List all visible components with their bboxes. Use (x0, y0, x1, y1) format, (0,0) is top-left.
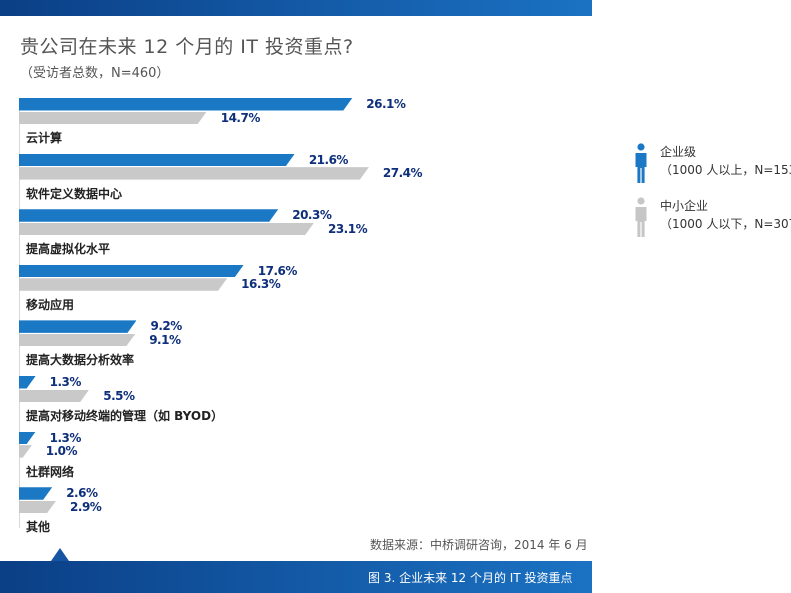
data-label: 27.4% (382, 166, 423, 181)
legend-sublabel: （1000 人以上，N=153） (660, 163, 791, 177)
bar-enterprise (19, 265, 244, 278)
bar-enterprise (19, 432, 36, 445)
person-body (635, 207, 647, 237)
category-label: 提高大数据分析效率 (26, 353, 135, 368)
bar-enterprise (19, 487, 52, 500)
chart-subtitle: （受访者总数，N=460） (20, 66, 170, 81)
bar-enterprise (19, 98, 352, 111)
person-head (637, 197, 645, 205)
category-label: 云计算 (26, 131, 63, 145)
data-label: 26.1% (366, 97, 406, 111)
category-label: 社群网络 (26, 464, 75, 479)
bar-smb (19, 390, 89, 403)
data-label: 16.3% (241, 277, 281, 292)
chart-title: 贵公司在未来 12 个月的 IT 投资重点? (20, 36, 354, 58)
data-label: 17.6% (257, 263, 298, 278)
data-label: 1.0% (45, 444, 78, 459)
data-label: 1.3% (49, 430, 82, 445)
data-label: 2.6% (66, 486, 98, 501)
figure-caption: 图 3. 企业未来 12 个月的 IT 投资重点 (368, 571, 573, 585)
category-label: 软件定义数据中心 (26, 186, 123, 201)
footer-notch (51, 548, 69, 561)
bar-smb (19, 334, 135, 347)
source-note: 数据来源：中桥调研咨询，2014 年 6 月 (370, 538, 588, 552)
data-label: 9.2% (150, 319, 182, 334)
person-icon (635, 143, 647, 183)
category-label: 其他 (26, 520, 51, 535)
legend-sublabel: （1000 人以下，N=307） (660, 217, 791, 231)
data-label: 9.1% (149, 332, 181, 347)
data-label: 2.9% (70, 499, 102, 514)
category-label: 移动应用 (26, 297, 75, 312)
bar-enterprise (19, 154, 295, 167)
bar-smb (19, 223, 314, 236)
category-label: 提高对移动终端的管理（如 BYOD） (26, 409, 224, 423)
data-label: 23.1% (327, 221, 368, 236)
category-label: 提高虚拟化水平 (26, 242, 111, 257)
top-banner (0, 0, 592, 16)
person-icon (635, 197, 647, 237)
bar-enterprise (19, 209, 278, 222)
data-label: 5.5% (103, 388, 135, 403)
bar-smb (19, 278, 227, 291)
bar-smb (19, 112, 207, 125)
legend-label: 中小企业 (660, 199, 709, 213)
axis-baseline (19, 98, 20, 528)
bar-smb (19, 501, 56, 514)
bar-smb (19, 445, 32, 458)
legend-label: 企业级 (660, 145, 697, 159)
data-label: 1.3% (49, 375, 82, 389)
bar-chart: 26.1% 14.7% 云计算 21.6% 27.4% 软件定义数据中心 20.3% 23.1… (0, 97, 423, 535)
data-label: 20.3% (292, 208, 332, 223)
data-label: 14.7% (220, 110, 261, 125)
person-body (635, 153, 647, 183)
bar-enterprise (19, 376, 36, 389)
bar-enterprise (19, 320, 136, 333)
person-head (637, 143, 645, 151)
data-label: 21.6% (308, 152, 349, 167)
footer-bar (0, 561, 592, 593)
bar-smb (19, 167, 369, 180)
